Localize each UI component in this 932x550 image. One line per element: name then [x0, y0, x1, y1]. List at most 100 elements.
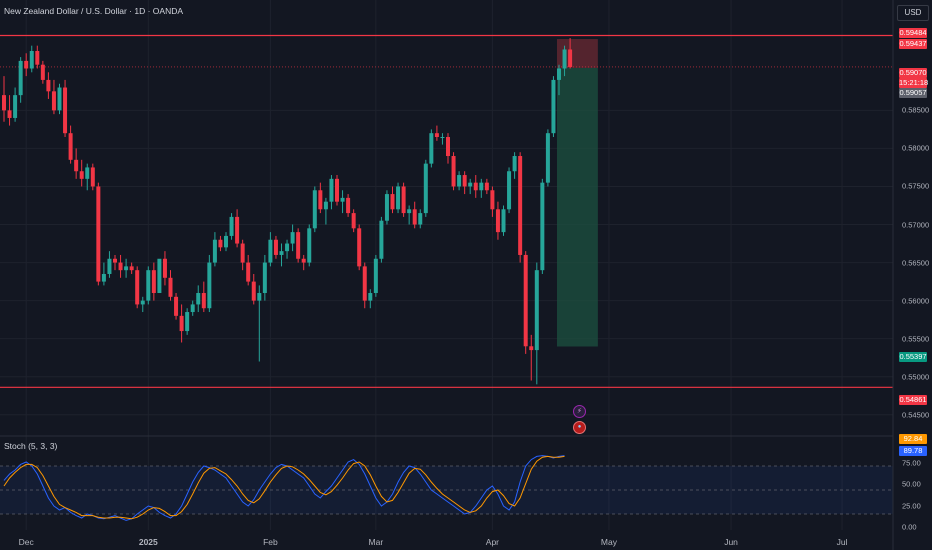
candle-body [468, 182, 473, 187]
time-tick-label: Dec [18, 537, 34, 547]
candle-body [357, 228, 362, 267]
resistance-price-tag: 0.59484 [899, 28, 927, 38]
horizontal-lines[interactable] [0, 34, 893, 388]
price-tick-label: 0.56000 [902, 296, 930, 306]
candle-body [251, 281, 256, 301]
candle-body [407, 209, 412, 214]
take-profit-zone[interactable] [557, 67, 598, 347]
candle-body [329, 178, 334, 202]
candle-body [113, 258, 117, 263]
candle-body [190, 304, 195, 313]
time-tick-label: Apr [485, 537, 500, 547]
candle-body [63, 87, 68, 134]
candle-body [451, 156, 456, 187]
time-tick-label: May [600, 537, 617, 547]
candle-body [46, 79, 51, 92]
candle-body [246, 262, 251, 282]
candle-body [507, 171, 512, 210]
candle-body [446, 136, 450, 157]
time-tick-label: 2025 [138, 537, 158, 547]
candle-body [207, 262, 212, 309]
candle-body [101, 273, 106, 282]
candle-body [534, 270, 539, 351]
price-tick-label: 0.56500 [902, 258, 930, 268]
stoch-k-line [3, 455, 565, 521]
candle-body [140, 300, 145, 305]
candle-body [307, 228, 312, 263]
candle-body [129, 266, 134, 271]
candle-body [312, 190, 317, 229]
candle-body [24, 60, 29, 69]
candle-body [240, 243, 245, 263]
candle-body [479, 182, 484, 191]
stoch-indicator-label[interactable]: Stoch (5, 3, 3) [4, 441, 58, 451]
candle-body [423, 163, 428, 214]
candle-body [224, 235, 228, 248]
candle-body [174, 296, 179, 316]
time-tick-label: Feb [263, 537, 278, 547]
candle-body [201, 293, 206, 309]
candle-body [157, 258, 162, 294]
candle-body [279, 251, 284, 255]
candle-body [51, 91, 56, 111]
candle-body [346, 197, 351, 214]
stoch-tick-50: 50.00 [902, 479, 921, 489]
candle-body [412, 209, 417, 225]
short-position-tool[interactable] [0, 39, 893, 347]
symbol-title[interactable]: New Zealand Dollar / U.S. Dollar · 1D · … [4, 6, 184, 16]
stochastic-pane [0, 455, 893, 521]
candle-body [7, 110, 12, 118]
us-flag-event-icon[interactable]: ● [573, 421, 586, 434]
candle-body [401, 186, 406, 214]
candle-body [557, 68, 561, 80]
candle-body [29, 50, 34, 69]
candle-body [135, 270, 140, 305]
price-tick-label: 0.55500 [902, 334, 930, 344]
candle-body [212, 239, 217, 263]
stoch-k-value-tag: 92.84 [899, 434, 927, 444]
stop-price-tag: 0.59437 [899, 39, 927, 49]
candle-body [318, 190, 323, 210]
candle-body [35, 50, 40, 65]
candle-body [2, 95, 6, 111]
candle-body [351, 213, 356, 229]
candle-body [373, 258, 378, 294]
candle-body [18, 60, 23, 96]
candle-body [518, 156, 523, 255]
candle-body [323, 201, 328, 210]
candle-body [490, 190, 495, 210]
price-tick-label: 0.55000 [902, 372, 930, 382]
candle-body [484, 182, 489, 191]
candle-body [257, 293, 262, 301]
candle-body [57, 87, 62, 111]
candle-body [179, 315, 184, 332]
candle-body [462, 175, 467, 187]
candle-body [273, 239, 278, 255]
candle-body [285, 243, 290, 252]
candle-body [268, 239, 273, 263]
price-tick-label: 0.58500 [902, 105, 930, 115]
candle-body [79, 171, 84, 179]
flash-event-icon[interactable]: ⚡ [573, 405, 586, 418]
price-tick-label: 0.54500 [902, 410, 930, 420]
candle-body [523, 254, 528, 347]
time-tick-label: Jul [836, 537, 848, 547]
candle-body [440, 136, 445, 138]
stoch-tick-75: 75.00 [902, 458, 921, 468]
candle-body [74, 159, 79, 172]
currency-button[interactable]: USD [897, 5, 929, 21]
candle-body [379, 220, 384, 259]
time-tick-label: Mar [368, 537, 384, 547]
candle-body [562, 49, 567, 69]
stoch-d-line [3, 455, 565, 520]
candle-body [429, 133, 434, 164]
candle-body [85, 167, 90, 179]
candle-body [235, 216, 240, 244]
time-tick-label: Jun [724, 537, 738, 547]
candle-body [529, 346, 534, 351]
candle-body [335, 178, 339, 202]
candle-body [340, 197, 345, 202]
target-price-tag: 0.55397 [899, 352, 927, 362]
candle-body [434, 133, 439, 137]
